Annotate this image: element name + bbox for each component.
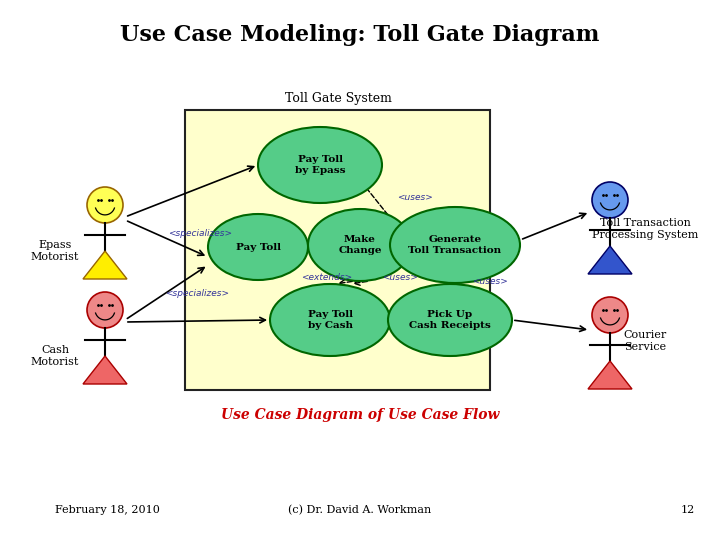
Polygon shape — [588, 361, 632, 389]
Text: Make
Change: Make Change — [338, 235, 382, 255]
Text: Pay Toll
by Epass: Pay Toll by Epass — [294, 156, 346, 175]
Text: (c) Dr. David A. Workman: (c) Dr. David A. Workman — [289, 505, 431, 515]
Text: Use Case Modeling: Toll Gate Diagram: Use Case Modeling: Toll Gate Diagram — [120, 24, 600, 46]
Text: Toll Gate System: Toll Gate System — [284, 92, 392, 105]
Text: <uses>: <uses> — [472, 278, 508, 287]
Circle shape — [592, 297, 628, 333]
Ellipse shape — [208, 214, 308, 280]
Text: Pay Toll: Pay Toll — [235, 242, 281, 252]
Text: <extends>: <extends> — [302, 273, 353, 282]
Polygon shape — [83, 251, 127, 279]
Circle shape — [592, 182, 628, 218]
FancyBboxPatch shape — [185, 110, 490, 390]
Polygon shape — [588, 246, 632, 274]
Circle shape — [87, 187, 123, 223]
Ellipse shape — [390, 207, 520, 283]
Text: February 18, 2010: February 18, 2010 — [55, 505, 160, 515]
Ellipse shape — [388, 284, 512, 356]
Text: Pick Up
Cash Receipts: Pick Up Cash Receipts — [409, 310, 491, 330]
Polygon shape — [83, 356, 127, 384]
Text: <uses>: <uses> — [382, 273, 418, 282]
Circle shape — [87, 292, 123, 328]
Text: Toll Transaction
Processing System: Toll Transaction Processing System — [592, 218, 698, 240]
Text: <specializes>: <specializes> — [165, 288, 229, 298]
Text: 12: 12 — [680, 505, 695, 515]
Text: Use Case Diagram of Use Case Flow: Use Case Diagram of Use Case Flow — [221, 408, 499, 422]
Ellipse shape — [258, 127, 382, 203]
Ellipse shape — [308, 209, 412, 281]
Text: Epass
Motorist: Epass Motorist — [31, 240, 79, 261]
Text: Courier
Service: Courier Service — [624, 330, 667, 352]
Ellipse shape — [270, 284, 390, 356]
Text: Cash
Motorist: Cash Motorist — [31, 345, 79, 367]
Text: <uses>: <uses> — [397, 192, 433, 201]
Text: Generate
Toll Transaction: Generate Toll Transaction — [408, 235, 502, 255]
Text: Pay Toll
by Cash: Pay Toll by Cash — [307, 310, 353, 330]
Text: <specializes>: <specializes> — [168, 228, 232, 238]
